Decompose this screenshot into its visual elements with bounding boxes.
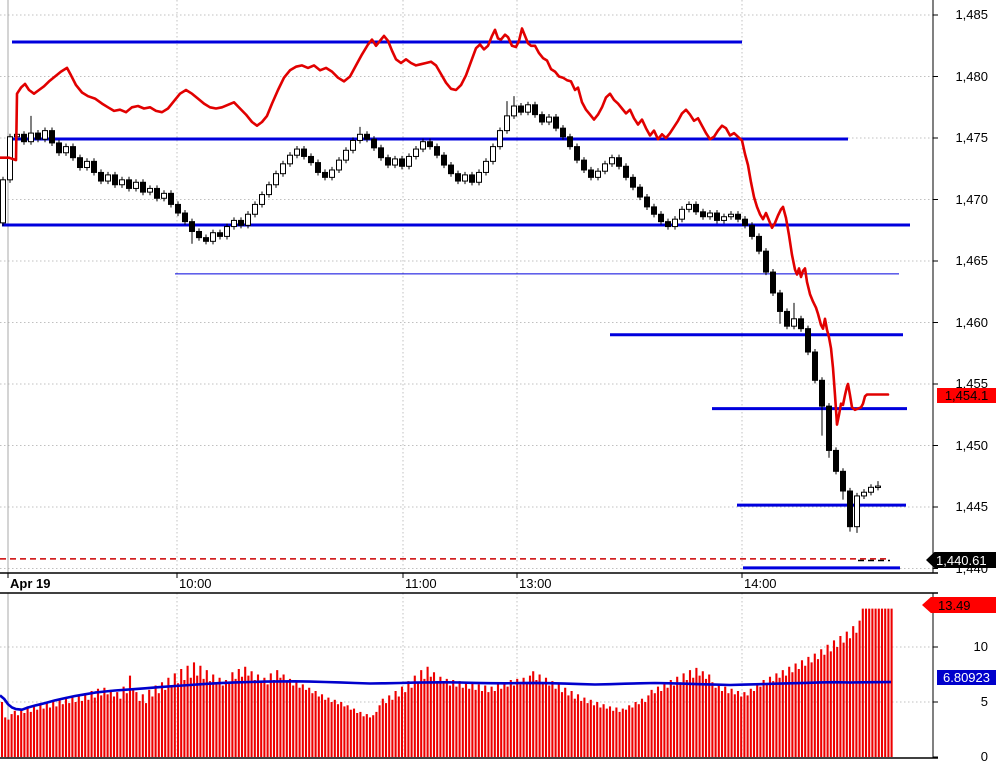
time-axis-label: 10:00 xyxy=(179,576,212,591)
volume-bars xyxy=(0,608,893,757)
volume-axis-label: 10 xyxy=(973,639,988,654)
volume-value-flag-red: 13.49 xyxy=(922,597,996,613)
volume-value-flag-red-text: 13.49 xyxy=(938,597,971,613)
price-axis-label: 1,465 xyxy=(955,253,988,268)
last-price-flag-black: 1,440.61 xyxy=(926,552,996,568)
volume-ma-flag-blue: 6.80923 xyxy=(937,670,996,685)
axes xyxy=(0,0,938,759)
main-chart-panel[interactable] xyxy=(0,0,933,573)
price-axis-label: 1,450 xyxy=(955,437,988,453)
volume-axis-label: 5 xyxy=(980,694,988,709)
time-axis-label: 11:00 xyxy=(405,576,437,591)
price-axis-label: 1,445 xyxy=(955,499,988,514)
price-axis-label: 1,455 xyxy=(955,376,988,391)
candlestick-series xyxy=(0,96,881,533)
last-price-flag-red-text: 1,454.1 xyxy=(944,388,989,403)
volume-axis-label: 0 xyxy=(980,749,988,762)
price-axis-label: 1,475 xyxy=(955,130,988,145)
price-axis-label: 1,460 xyxy=(955,314,988,330)
volume-ma-line xyxy=(0,679,892,712)
price-axis-label: 1,485 xyxy=(955,7,988,22)
time-axis-label: 13:00 xyxy=(519,576,552,591)
volume-ma-flag-blue-text: 6.80923 xyxy=(943,670,990,685)
support-resistance-levels xyxy=(0,40,910,570)
price-axis-label: 1,480 xyxy=(955,68,988,84)
time-axis-label: Apr 19 xyxy=(10,576,51,591)
time-axis-label: 14:00 xyxy=(744,576,777,591)
price-axis-label: 1,470 xyxy=(955,191,988,207)
last-price-flag-red: 1,454.1 xyxy=(937,388,996,403)
overlay-price-line xyxy=(0,27,890,426)
last-price-flag-black-text: 1,440.61 xyxy=(936,552,987,568)
